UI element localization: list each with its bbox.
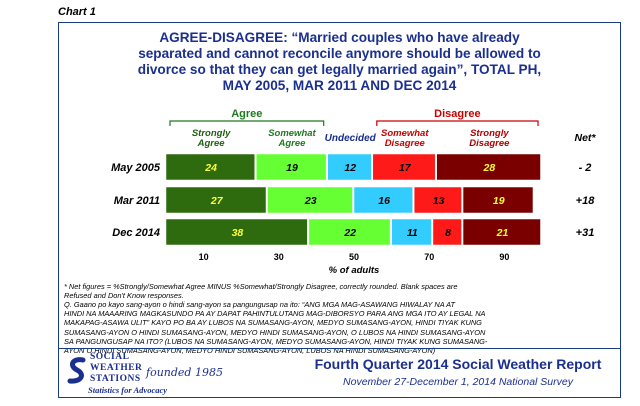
bar-value-label: 19 <box>493 195 505 207</box>
footnote: * Net figures = %Strongly/Somewhat Agree… <box>64 282 616 300</box>
footer-divider <box>58 348 621 349</box>
bar-segment <box>353 186 413 214</box>
question-text: Q. Gaano po kayo sang-ayon o hindi sang-… <box>64 300 616 355</box>
logo-founded: founded 1985 <box>146 366 223 379</box>
bar-segment <box>462 218 541 246</box>
chart-title: AGREE-DISAGREE: “Married couples who hav… <box>58 30 621 94</box>
x-tick-label: 10 <box>199 252 209 262</box>
net-value: +31 <box>576 227 595 239</box>
x-axis-label: % of adults <box>329 265 380 276</box>
legend-label-0-a: Strongly <box>192 128 231 139</box>
bracket-disagree <box>376 120 539 126</box>
question-line-2: HINDI NA MAAARING MAGKASUNDO PA AY DAPAT… <box>64 309 486 319</box>
bar-value-label: 12 <box>344 162 356 174</box>
bar-segment <box>462 186 534 214</box>
bar-value-label: 13 <box>433 195 445 207</box>
legend-label-1-b: Agree <box>277 138 306 149</box>
title-line-4: MAY 2005, MAR 2011 AND DEC 2014 <box>222 78 457 93</box>
report-title: Fourth Quarter 2014 Social Weather Repor… <box>314 356 602 372</box>
logo-line-1: SOCIAL <box>90 352 130 362</box>
legend-label-1-a: Somewhat <box>268 128 316 139</box>
category-label: May 2005 <box>111 162 161 174</box>
bar-value-label: 24 <box>204 162 217 174</box>
footnote-line-2: Refused and Don't Know responses. <box>64 291 184 301</box>
title-line-3: divorce so that they can get legally mar… <box>137 62 542 77</box>
bar-segment <box>432 218 462 246</box>
legend-label-4-b: Disagree <box>469 138 510 149</box>
logo-tagline: Statistics for Advocacy <box>88 385 168 395</box>
bar-segment <box>436 153 541 181</box>
bracket-agree <box>169 120 325 126</box>
legend-label-3-a: Somewhat <box>381 128 429 139</box>
bar-value-label: 21 <box>496 227 509 239</box>
bar-value-label: 16 <box>378 195 390 207</box>
footnote-line-1: * Net figures = %Strongly/Somewhat Agree… <box>64 282 458 291</box>
net-value: - 2 <box>579 162 592 174</box>
legend-label-4-a: Strongly <box>470 128 509 139</box>
legend-label-2: Undecided <box>325 133 377 144</box>
legend-label-3-b: Disagree <box>385 138 426 149</box>
sws-logo: SOCIAL WEATHER STATIONS founded 1985 Sta… <box>66 352 226 396</box>
net-value: +18 <box>576 195 596 207</box>
logo-line-3: STATIONS <box>90 374 141 384</box>
title-line-2: separated and cannot reconcile anymore s… <box>138 46 541 61</box>
x-tick-label: 70 <box>424 252 434 262</box>
net-header: Net* <box>574 132 596 144</box>
x-tick-label: 50 <box>349 252 359 262</box>
bar-segment <box>165 153 255 181</box>
bar-segment <box>413 186 462 214</box>
bar-segment <box>267 186 353 214</box>
sws-logo-mark <box>67 357 86 384</box>
bar-segment <box>165 186 267 214</box>
bar-value-label: 27 <box>210 195 224 207</box>
title-line-1: AGREE-DISAGREE: “Married couples who hav… <box>159 30 520 45</box>
x-tick-label: 90 <box>499 252 509 262</box>
bar-value-label: 23 <box>304 195 317 207</box>
bar-value-label: 19 <box>286 162 298 174</box>
category-label: Dec 2014 <box>112 227 160 239</box>
bar-segment <box>327 153 372 181</box>
bar-value-label: 8 <box>445 227 451 239</box>
bar-segment <box>165 218 308 246</box>
category-label: Mar 2011 <box>114 195 160 207</box>
bar-segment <box>308 218 391 246</box>
bar-segment <box>255 153 327 181</box>
bar-value-label: 11 <box>407 227 418 239</box>
question-line-1: Q. Gaano po kayo sang-ayon o hindi sang-… <box>64 300 456 309</box>
bar-value-label: 22 <box>343 227 356 239</box>
bar-segment <box>372 153 436 181</box>
bar-value-label: 28 <box>483 162 496 174</box>
question-line-4: SUMASANG-AYON O HINDI SUMASANG-AYON, MED… <box>64 327 486 337</box>
report-subtitle: November 27-December 1, 2014 National Su… <box>343 376 573 388</box>
x-tick-label: 30 <box>274 252 284 262</box>
legend-label-0-b: Agree <box>197 138 226 149</box>
question-line-3: MAKAPAG-ASAWA ULIT” KAYO PO BA AY LUBOS … <box>64 318 482 328</box>
logo-line-2: WEATHER <box>90 363 143 373</box>
bar-segment <box>391 218 432 246</box>
group-label-disagree: Disagree <box>434 108 480 120</box>
bar-value-label: 38 <box>232 227 244 239</box>
group-label-agree: Agree <box>231 108 262 120</box>
question-line-5: SA PANGUNGUSAP NA ITO? (LUBOS NA SUMASAN… <box>64 336 488 346</box>
bar-value-label: 17 <box>399 162 412 174</box>
chart-label: Chart 1 <box>58 6 96 18</box>
question-line-6: AYON O HINDI SUMASANG-AYON, MEDYO HINDI … <box>64 346 436 356</box>
